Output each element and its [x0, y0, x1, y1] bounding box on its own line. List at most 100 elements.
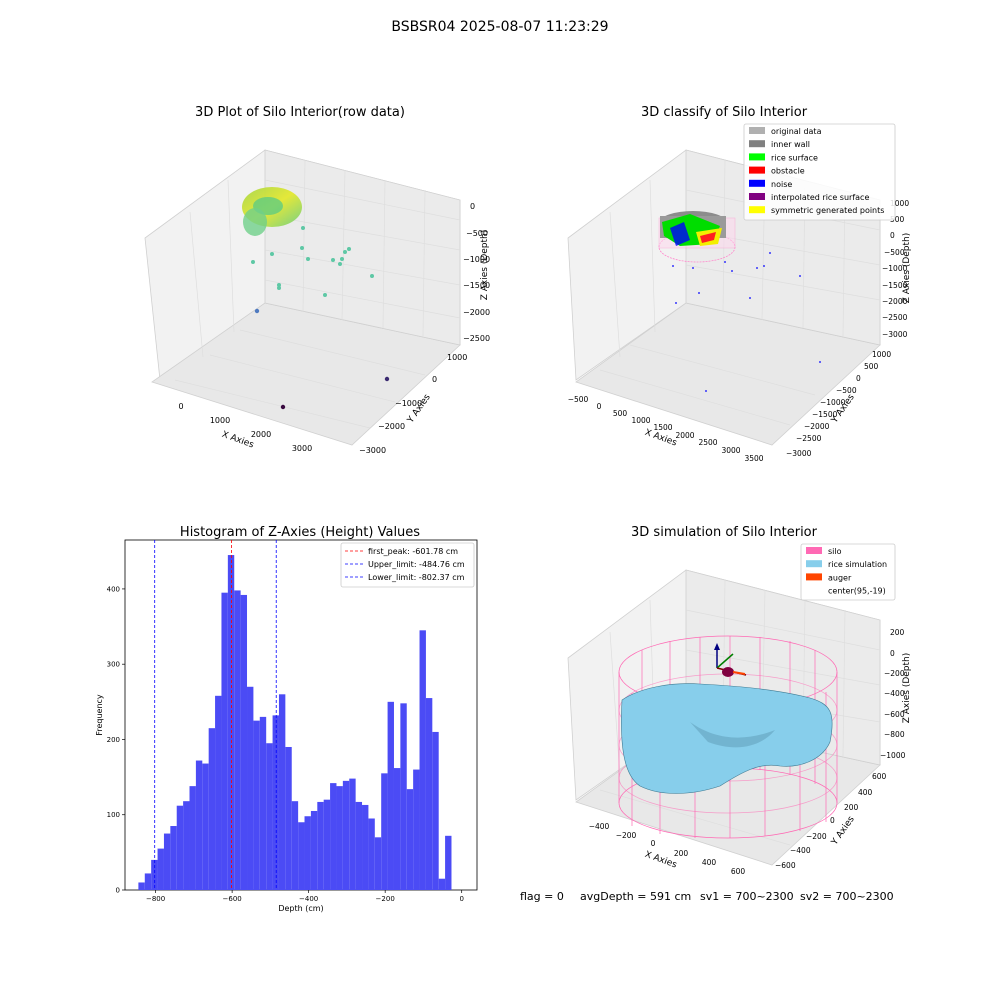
classify-legend-swatch: [749, 179, 765, 187]
histogram-bar: [381, 773, 388, 890]
histogram-xtick-label: −200: [376, 895, 395, 903]
raw-point: [343, 250, 347, 254]
histogram-legend: first_peak: -601.78 cm Upper_limit: -484.…: [340, 542, 475, 588]
classify-legend-label: noise: [771, 180, 792, 189]
figure-suptitle: BSBSR04 2025-08-07 11:23:29: [391, 19, 608, 35]
simulation-3d-panel: 3D simulation of Silo Interior: [567, 525, 912, 876]
histogram-panel: Histogram of Z-Axies (Height) Values −80…: [95, 525, 478, 913]
histogram-bar: [425, 698, 433, 890]
raw-ytick: 0: [432, 375, 437, 384]
histogram-bar: [438, 878, 446, 890]
simulation-ytick: 600: [872, 772, 887, 781]
raw-3d-panel: 3D Plot of Silo Interior(row data): [144, 105, 490, 455]
simulation-legend-swatch: [806, 547, 822, 554]
simulation-ytick: −400: [790, 846, 811, 855]
classify-ztick: −1500: [882, 281, 908, 290]
raw-panel-title: 3D Plot of Silo Interior(row data): [195, 105, 405, 120]
classify-noise-point: [731, 270, 733, 272]
raw-ytick: −2000: [378, 422, 405, 431]
raw-ytick: −1000: [395, 399, 422, 408]
raw-xtick: 3000: [292, 444, 312, 453]
histogram-reference-lines: [154, 540, 277, 890]
classify-ytick: −3000: [786, 449, 812, 458]
auger-body: [722, 667, 734, 677]
classify-zlabel: Z Axies (Depth): [902, 233, 912, 304]
histogram-ytick-label: 400: [107, 585, 120, 593]
simulation-ztick: 0: [890, 649, 895, 658]
raw-ztick: −1000: [463, 255, 490, 264]
histogram-bar: [432, 731, 439, 890]
simulation-legend-frame: [800, 543, 896, 601]
histogram-ytick-label: 100: [107, 811, 120, 819]
histogram-xtick-label: −800: [146, 895, 165, 903]
classify-legend-label: rice surface: [771, 153, 818, 162]
simulation-ytick: −600: [775, 861, 796, 870]
classify-ztick: 0: [890, 231, 895, 240]
histogram-bar: [221, 592, 228, 890]
histogram-bar: [157, 848, 164, 890]
histogram-bar: [317, 801, 324, 890]
simulation-ztick: 200: [890, 628, 905, 637]
histogram-bar: [310, 810, 318, 890]
classify-noise-point: [675, 302, 677, 304]
classify-ytick: −500: [836, 386, 857, 395]
classify-noise-point: [724, 261, 726, 263]
histogram-legend-label: first_peak: -601.78 cm: [368, 547, 458, 556]
simulation-ztick: −1000: [880, 751, 906, 760]
classify-noise-point: [819, 361, 821, 363]
simulation-zlabel: Z Axies (Depth): [902, 653, 912, 724]
raw-ytick: −3000: [359, 446, 386, 455]
histogram-bar: [183, 801, 190, 890]
simulation-axis-ticks: −400 −200 0 200 400 600 600 400 200 0 −2…: [589, 628, 906, 876]
classify-noise-point: [749, 297, 751, 299]
raw-point: [340, 257, 344, 261]
histogram-xtick-label: −600: [223, 895, 242, 903]
classify-legend-label: symmetric generated points: [771, 206, 884, 215]
histogram-bar: [387, 701, 394, 890]
classify-panel-title: 3D classify of Silo Interior: [641, 105, 808, 120]
classify-ztick: −3000: [882, 330, 908, 339]
histogram-bar: [144, 873, 152, 890]
simulation-ytick: 0: [830, 816, 835, 825]
classify-xtick: 2000: [675, 431, 694, 440]
simulation-ytick: 400: [858, 788, 873, 797]
classify-legend-frame: [743, 123, 896, 221]
histogram-bar: [393, 768, 401, 890]
classify-legend-label: original data: [771, 127, 822, 136]
simulation-xtick: 0: [651, 839, 656, 848]
classify-legend: original data inner wall rice surface obsta…: [743, 123, 896, 221]
simulation-xtick: −400: [589, 822, 610, 831]
raw-point: [384, 376, 390, 382]
classify-legend-swatch: [749, 206, 765, 214]
raw-point: [301, 226, 305, 230]
classify-ztick: −500: [884, 248, 905, 257]
histogram-bar: [138, 882, 145, 890]
simulation-legend-swatch: [806, 573, 822, 581]
histogram-bar: [342, 780, 350, 890]
histogram-bar: [330, 783, 337, 890]
classify-legend-label: interpolated rice surface: [771, 193, 869, 202]
histogram-title: Histogram of Z-Axies (Height) Values: [180, 525, 420, 540]
classify-legend-swatch: [749, 127, 765, 134]
classify-legend-swatch: [749, 193, 765, 200]
classify-noise-point: [769, 252, 771, 254]
classify-noise-point: [672, 265, 674, 267]
histogram-bar: [278, 694, 286, 890]
histogram-bar: [259, 716, 267, 890]
histogram-bar: [362, 804, 369, 890]
histogram-legend-label: Upper_limit: -484.76 cm: [368, 560, 465, 569]
histogram-bar: [304, 816, 311, 890]
classify-noise-point: [692, 267, 694, 269]
classify-3d-panel: 3D classify of Silo Interior: [567, 105, 912, 463]
histogram-bar: [240, 594, 248, 890]
raw-xtick: 1000: [210, 416, 230, 425]
classify-ztick: −1000: [882, 264, 908, 273]
classify-legend-swatch: [749, 140, 765, 148]
classify-xtick: −500: [568, 395, 589, 404]
histogram-xtick-label: 0: [459, 895, 463, 903]
histogram-bar: [202, 763, 209, 890]
raw-xtick: 2000: [251, 430, 271, 439]
simulation-ytick: 200: [844, 803, 859, 812]
histogram-bar: [349, 778, 356, 890]
classify-axis-ticks: −500 0 500 1000 1500 2000 2500 3000 3500…: [568, 199, 910, 463]
